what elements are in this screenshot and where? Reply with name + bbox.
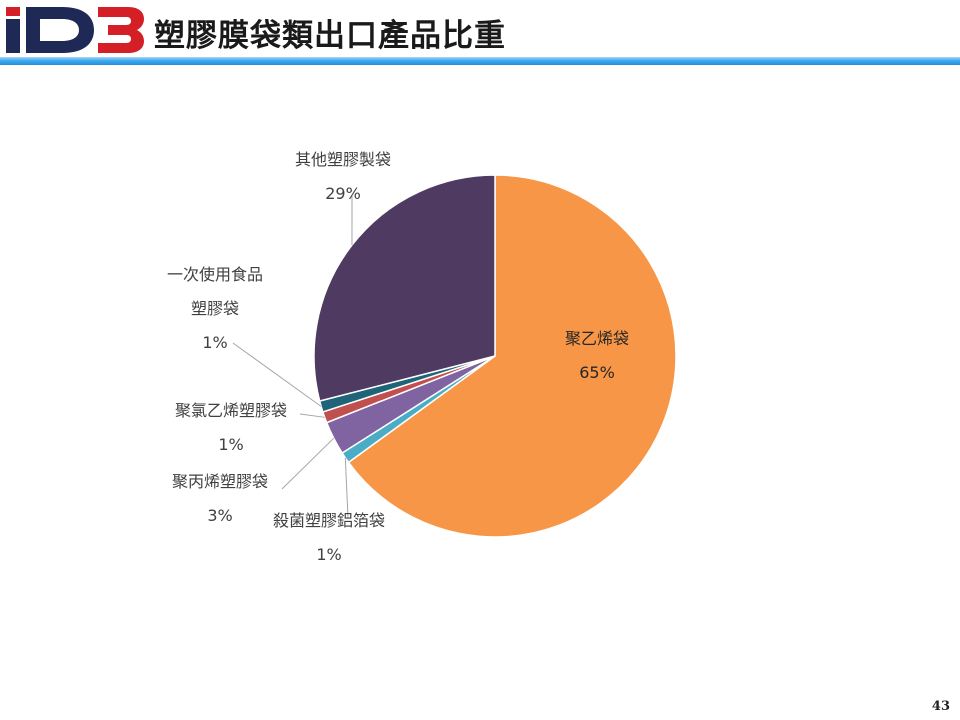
data-label: 聚丙烯塑膠袋 3% bbox=[172, 465, 268, 533]
leader-line bbox=[281, 437, 335, 490]
data-label-value: 1% bbox=[218, 435, 244, 454]
leader-line bbox=[299, 413, 325, 418]
data-label-value: 1% bbox=[202, 333, 228, 352]
pie-slice bbox=[347, 174, 677, 538]
data-label: 其他塑膠製袋 29% bbox=[295, 143, 391, 211]
data-label: 一次使用食品 塑膠袋 1% bbox=[167, 258, 263, 360]
idb-logo bbox=[6, 7, 144, 53]
page-number: 43 bbox=[931, 699, 950, 714]
data-label-name: 殺菌塑膠鋁箔袋 bbox=[273, 511, 386, 530]
leader-line bbox=[344, 457, 349, 519]
title-rule bbox=[0, 57, 960, 65]
page-title: 塑膠膜袋類出口產品比重 bbox=[154, 18, 506, 54]
data-label-name: 聚氯乙烯塑膠袋 bbox=[175, 401, 288, 420]
data-label-value: 29% bbox=[325, 184, 361, 203]
data-label-name: 其他塑膠製袋 bbox=[295, 150, 392, 169]
data-label-name: 聚乙烯袋 bbox=[565, 329, 630, 348]
data-label-name: 塑膠袋 bbox=[191, 299, 240, 318]
leader-line bbox=[232, 342, 322, 407]
data-label: 殺菌塑膠鋁箔袋 1% bbox=[273, 504, 385, 572]
data-label-name: 聚丙烯塑膠袋 bbox=[172, 472, 269, 491]
data-label-value: 1% bbox=[316, 545, 342, 564]
data-label-value: 65% bbox=[579, 363, 615, 382]
data-label: 聚乙烯袋 65% bbox=[565, 322, 629, 390]
data-label: 聚氯乙烯塑膠袋 1% bbox=[175, 394, 287, 462]
data-label-name: 一次使用食品 bbox=[167, 265, 264, 284]
data-label-value: 3% bbox=[207, 506, 233, 525]
